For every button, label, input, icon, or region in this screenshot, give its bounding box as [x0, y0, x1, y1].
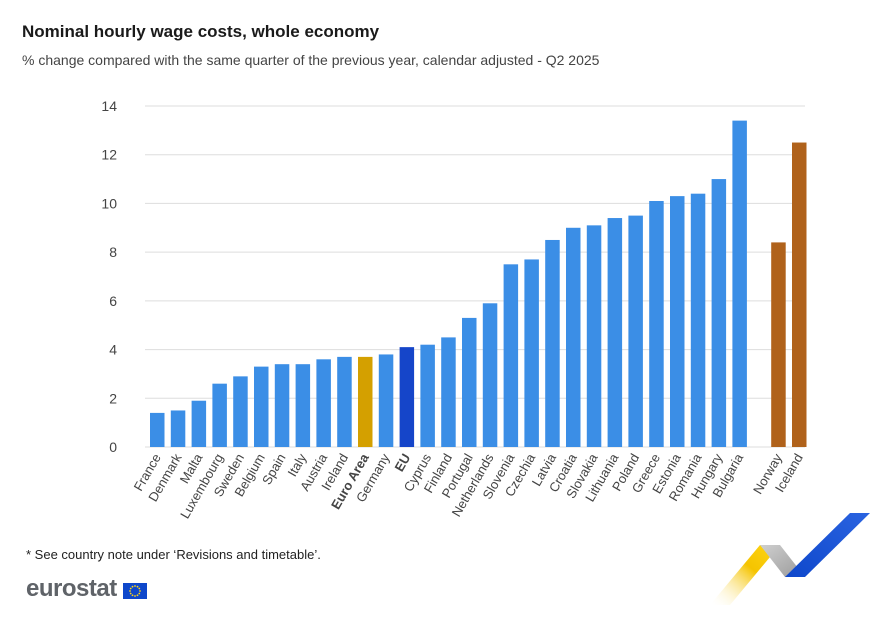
y-tick-label: 2: [109, 390, 117, 406]
brand-name: eurostat: [26, 575, 117, 602]
bar-iceland: [792, 142, 807, 448]
bar-austria: [316, 359, 331, 447]
bar-netherlands: [482, 303, 498, 447]
bar-estonia: [670, 196, 685, 447]
bar-luxembourg: [212, 383, 227, 447]
bar-portugal: [462, 317, 477, 447]
bar-euro-area: [358, 356, 373, 447]
bar-bulgaria: [732, 120, 747, 447]
bar-denmark: [170, 410, 186, 447]
chart-title: Nominal hourly wage costs, whole economy: [22, 22, 380, 41]
y-axis-ticks: 0 2 4 6 8 10 12 14: [101, 98, 117, 455]
chart-subtitle: % change compared with the same quarter …: [22, 52, 600, 68]
bar-ireland: [337, 356, 352, 447]
bar-lithuania: [607, 218, 623, 447]
bar-cyprus: [420, 344, 435, 447]
y-tick-label: 6: [109, 293, 117, 309]
y-tick-label: 8: [109, 244, 117, 260]
y-tick-label: 4: [109, 342, 117, 358]
bar-romania: [690, 193, 706, 447]
bar-greece: [649, 200, 664, 447]
bar-croatia: [566, 227, 581, 447]
footnote: * See country note under ‘Revisions and …: [26, 547, 321, 562]
bar-malta: [191, 400, 207, 447]
bar-eu: [399, 347, 415, 447]
y-tick-label: 12: [101, 147, 117, 163]
bar-france: [150, 412, 165, 447]
bar-spain: [274, 364, 290, 447]
bar-slovakia: [586, 225, 602, 447]
y-tick-label: 10: [101, 195, 117, 211]
eurostat-logo: eurostat: [26, 575, 147, 603]
bar-belgium: [254, 366, 269, 447]
bar-sweden: [233, 376, 248, 447]
bar-latvia: [545, 239, 560, 447]
bar-germany: [378, 354, 394, 447]
bar-italy: [295, 364, 311, 447]
bar-poland: [628, 215, 643, 447]
bar-hungary: [711, 179, 727, 448]
bar-norway: [771, 242, 786, 447]
y-tick-label: 14: [101, 98, 117, 114]
eu-flag-icon: [122, 582, 147, 599]
bar-czechia: [524, 259, 539, 447]
decorative-ribbon-graphic: [710, 513, 870, 605]
bar-finland: [441, 337, 456, 447]
bar-slovenia: [503, 264, 519, 447]
bars: [150, 120, 807, 448]
y-tick-label: 0: [109, 439, 117, 455]
